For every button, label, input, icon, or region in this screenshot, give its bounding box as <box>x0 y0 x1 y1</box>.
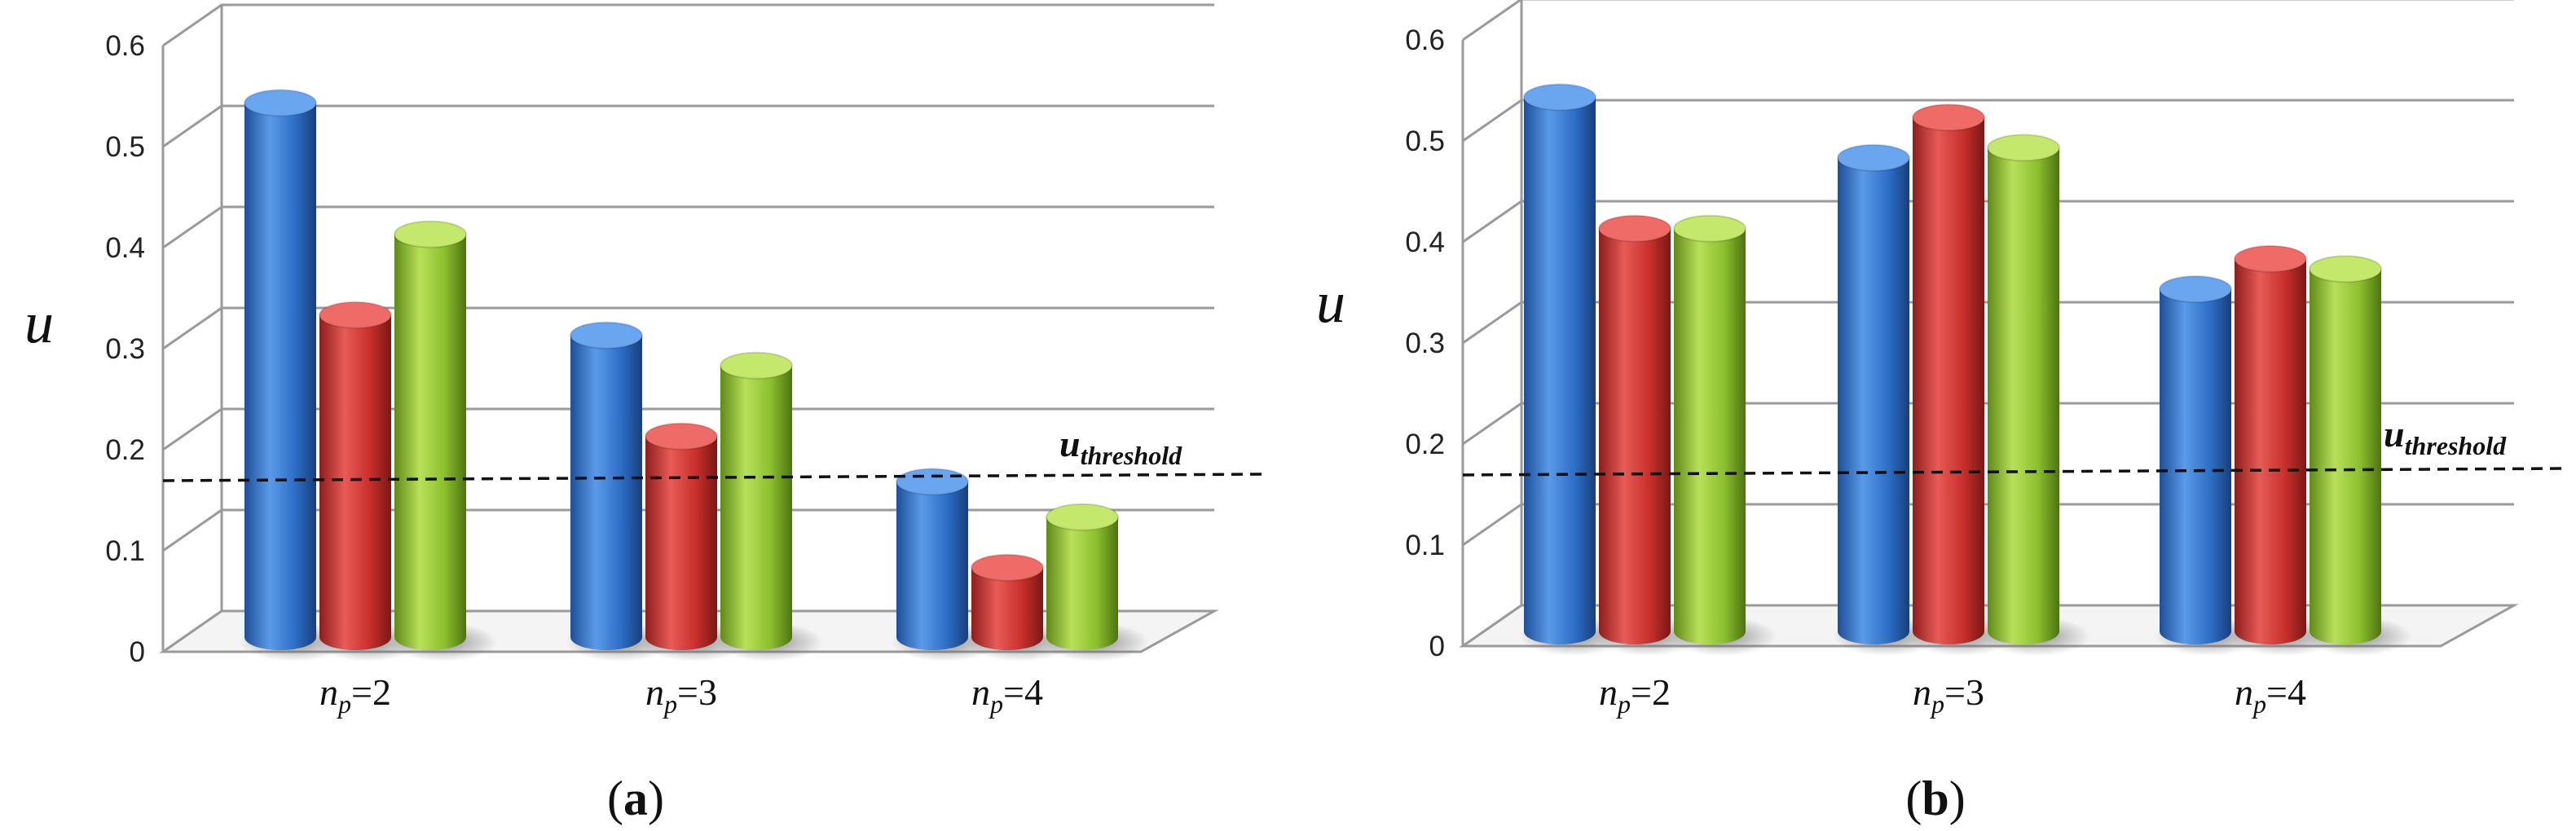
y-axis-label: u <box>1316 270 1345 335</box>
bar <box>240 89 347 662</box>
y-tick-label: 0.4 <box>105 232 145 264</box>
y-tick-label: 0.6 <box>1405 24 1445 56</box>
y-tick-label: 0.4 <box>1405 226 1445 258</box>
bar <box>716 351 823 662</box>
y-tick-label: 0.2 <box>1405 429 1445 460</box>
bar <box>1669 214 1777 656</box>
chart-panel-b: 0 0.1 0.2 0.3 0.4 0.5 0.6 np=2 np=3 np=4 uthreshol… <box>1316 0 2568 825</box>
x-category-label: np=2 <box>319 671 391 719</box>
y-tick-label: 0.5 <box>105 131 145 163</box>
gridline <box>162 205 1214 249</box>
gridline <box>1462 0 2514 42</box>
bar <box>390 220 497 662</box>
gridline <box>162 3 1214 47</box>
y-tick-label: 0 <box>130 636 145 668</box>
bar <box>315 301 422 662</box>
bar <box>2305 255 2412 656</box>
x-category-label: np=3 <box>645 671 717 719</box>
y-tick-label: 0.5 <box>1405 125 1445 157</box>
panel-label: (a) <box>607 772 664 825</box>
bar <box>1908 103 2015 656</box>
gridline <box>162 104 1214 148</box>
gridline <box>1462 99 2514 143</box>
threshold-line <box>162 473 1268 482</box>
y-tick-label: 0.1 <box>1405 530 1445 561</box>
chart-panel-a: 0 0.1 0.2 0.3 0.4 0.5 0.6 np=2 np=3 np=4 uthreshol… <box>24 3 1268 825</box>
threshold-line <box>1462 467 2568 477</box>
bar <box>1041 503 1149 662</box>
y-tick-label: 0.3 <box>105 333 145 365</box>
threshold-label: uthreshold <box>1059 423 1182 470</box>
x-category-label: np=2 <box>1599 671 1671 719</box>
threshold-label: uthreshold <box>2384 413 2507 460</box>
x-category-label: np=3 <box>1913 671 1984 719</box>
y-tick-label: 0.1 <box>105 535 145 567</box>
bar <box>566 321 673 662</box>
y-tick-label: 0 <box>1429 631 1445 662</box>
bar <box>1983 134 2090 656</box>
y-tick-label: 0.3 <box>1405 328 1445 359</box>
bar <box>967 553 1074 662</box>
x-category-label: np=4 <box>971 671 1043 719</box>
bar <box>1519 83 1627 656</box>
y-tick-label: 0.6 <box>105 30 145 62</box>
y-tick-label: 0.2 <box>105 434 145 466</box>
x-category-label: np=4 <box>2235 671 2306 719</box>
panel-label: (b) <box>1905 772 1965 825</box>
y-axis-label: u <box>24 290 54 355</box>
